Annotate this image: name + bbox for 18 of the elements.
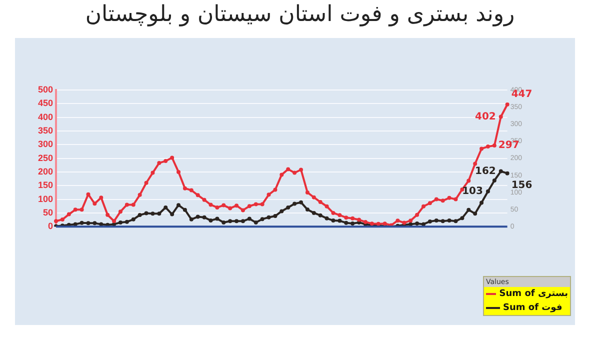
y-tick-label: 0 <box>48 221 54 232</box>
data-label: 162 <box>475 166 496 177</box>
y-tick-label: 500 <box>38 84 54 94</box>
y-tick-label: 450 <box>38 98 54 108</box>
y-tick-label: 200 <box>38 166 54 176</box>
data-label: 156 <box>511 180 532 191</box>
y-tick-label: 400 <box>38 112 54 122</box>
y-tick-label: 300 <box>38 139 54 150</box>
y-tick-label: 100 <box>38 194 54 204</box>
data-label: 402 <box>475 111 496 122</box>
y-tick-label: 50 <box>43 207 54 218</box>
legend-label: Sum of فوت <box>503 303 562 313</box>
data-label: 103 <box>462 186 484 198</box>
y-tick-label: 350 <box>38 125 54 136</box>
chart-title: روند بستری و فوت استان سیستان و بلوچستان <box>84 2 516 27</box>
legend-label: Sum of بستری <box>499 289 568 299</box>
y-tick-label: 250 <box>38 152 54 163</box>
y-tick-label: 150 <box>38 180 54 190</box>
